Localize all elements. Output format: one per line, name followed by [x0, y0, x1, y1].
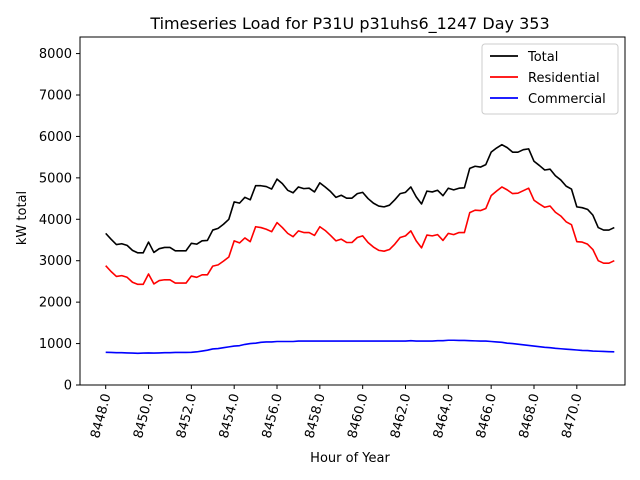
- y-tick-label: 0: [64, 379, 72, 394]
- y-tick-label: 4000: [39, 213, 72, 228]
- legend-box: [481, 43, 619, 115]
- series-line-commercial: [105, 339, 615, 355]
- y-axis-title: kW total: [15, 191, 30, 245]
- y-axis: 0 1000 2000 3000 4000 5000 6000 7000 8000: [39, 47, 80, 394]
- x-axis-title: Hour of Year: [310, 451, 390, 466]
- legend-label-commercial: Commercial: [528, 92, 606, 107]
- y-tick-label: 7000: [39, 89, 72, 104]
- y-tick-label: 6000: [39, 130, 72, 145]
- y-tick-label: 3000: [39, 254, 72, 269]
- y-tick-label: 1000: [39, 337, 72, 352]
- chart-title: Timeseries Load for P31U p31uhs6_1247 Da…: [149, 14, 549, 34]
- y-tick-label: 5000: [39, 171, 72, 186]
- y-tick-label: 2000: [39, 296, 72, 311]
- series-line-residential: [105, 186, 615, 286]
- series-line-total: [105, 143, 615, 254]
- series-lines: [105, 143, 615, 355]
- legend-label-total: Total: [527, 50, 558, 65]
- legend-label-residential: Residential: [528, 71, 600, 86]
- legend: Total Residential Commercial: [481, 43, 619, 115]
- plot-frame: [79, 36, 626, 386]
- y-tick-label: 8000: [39, 47, 72, 62]
